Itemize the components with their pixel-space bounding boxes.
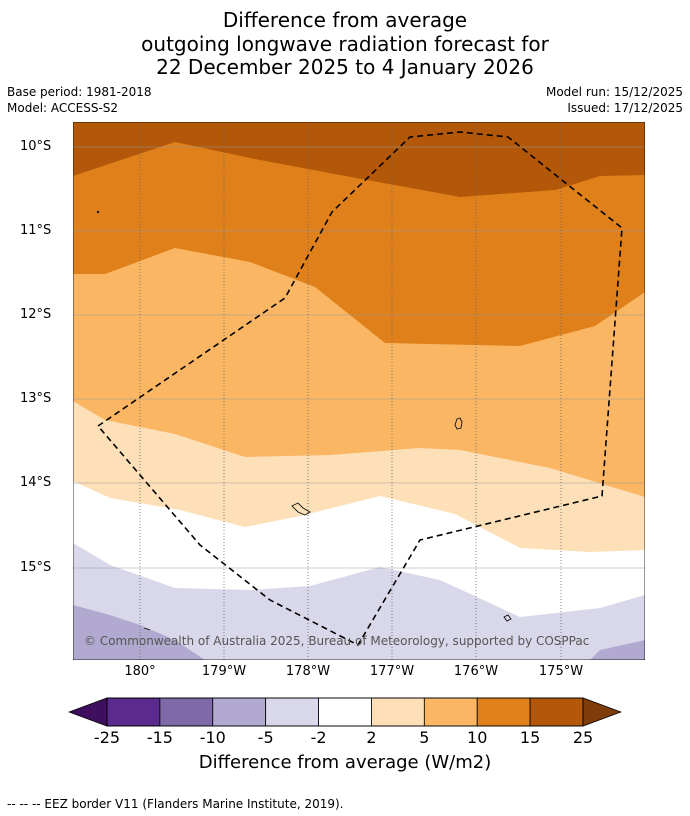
colorbar-segment — [529, 697, 584, 727]
title-line-2: outgoing longwave radiation forecast for — [141, 32, 549, 56]
latitude-gridlines — [73, 146, 645, 569]
lon-label: 175°W — [538, 664, 584, 679]
footer-eez-legend: -- -- -- EEZ border V11 (Flanders Marine… — [7, 797, 344, 811]
eez-border — [96, 131, 623, 647]
lon-label: 180° — [124, 664, 156, 679]
colorbar-over — [582, 697, 622, 727]
title-line-1: Difference from average — [222, 8, 468, 32]
lat-label: 14°S — [20, 475, 52, 490]
lat-label: 15°S — [20, 560, 52, 575]
colorbar-under — [68, 697, 108, 727]
lon-label: 176°W — [453, 664, 499, 679]
colorbar-tick-label: -2 — [310, 728, 327, 747]
colorbar-segment — [318, 697, 372, 727]
colorbar-segment — [212, 697, 267, 727]
colorbar-segment — [476, 697, 531, 727]
colorbar — [68, 697, 622, 727]
anomaly-map[interactable] — [73, 122, 645, 660]
band-minus2-minus5 — [73, 543, 645, 660]
lat-label: 13°S — [20, 391, 52, 406]
colorbar-tick-label: -15 — [146, 728, 173, 747]
colorbar-tick-label: -10 — [199, 728, 226, 747]
band-minus5-minus10-east — [590, 640, 645, 660]
copyright-notice: © Commonwealth of Australia 2025, Bureau… — [84, 634, 590, 648]
colorbar-segment — [371, 697, 425, 727]
colorbar-tick-label: 5 — [419, 728, 430, 747]
lon-label: 179°W — [201, 664, 247, 679]
lat-label: 11°S — [20, 223, 52, 238]
colorbar-tick-label: 2 — [366, 728, 377, 747]
title-line-3: 22 December 2025 to 4 January 2026 — [156, 55, 534, 79]
lat-label: 12°S — [20, 307, 52, 322]
band-minus5-minus10 — [73, 605, 205, 660]
model-text: Model: ACCESS-S2 — [7, 101, 119, 115]
issued-text: Issued: 17/12/2025 — [567, 101, 683, 115]
colorbar-segment — [106, 697, 161, 727]
lon-label: 177°W — [369, 664, 415, 679]
colorbar-segment — [423, 697, 478, 727]
colorbar-tick-label: 15 — [519, 728, 541, 747]
colorbar-segment — [265, 697, 319, 727]
base-period-text: Base period: 1981-2018 — [7, 85, 152, 99]
model-run-text: Model run: 15/12/2025 — [545, 85, 683, 99]
island-outlines — [96, 210, 512, 631]
colorbar-tick-label: 10 — [467, 728, 488, 747]
colorbar-tick-label: 25 — [572, 728, 594, 747]
colorbar-tick-label: -25 — [93, 728, 121, 747]
colorbar-tick-label: -5 — [257, 728, 274, 747]
colorbar-segment — [159, 697, 214, 727]
lat-label: 10°S — [20, 139, 52, 154]
colorbar-label: Difference from average (W/m2) — [198, 752, 492, 773]
lon-label: 178°W — [285, 664, 331, 679]
